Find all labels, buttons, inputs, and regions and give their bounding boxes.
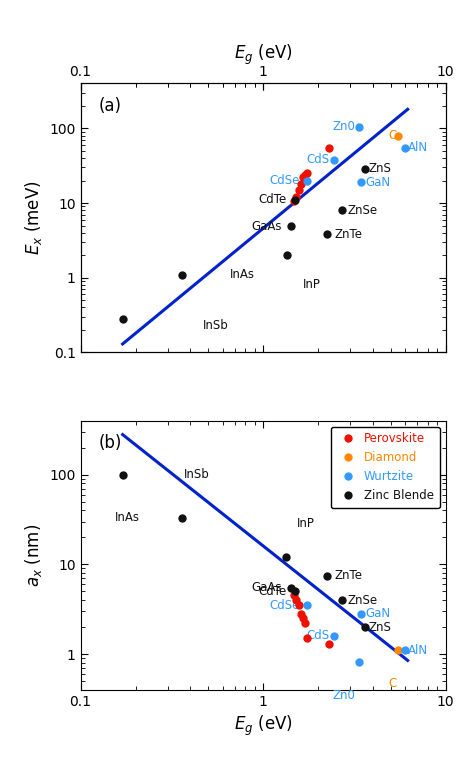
X-axis label: $E_g$ (eV): $E_g$ (eV): [234, 714, 292, 738]
Text: InP: InP: [297, 518, 315, 531]
Text: ZnTe: ZnTe: [334, 569, 362, 582]
Y-axis label: $E_x$ (meV): $E_x$ (meV): [23, 180, 44, 255]
Text: InAs: InAs: [230, 268, 255, 281]
Legend: Perovskite, Diamond, Wurtzite, Zinc Blende: Perovskite, Diamond, Wurtzite, Zinc Blen…: [331, 427, 440, 508]
Text: GaAs: GaAs: [252, 220, 282, 233]
Text: InAs: InAs: [114, 512, 139, 525]
Text: CdS: CdS: [306, 629, 329, 642]
Y-axis label: $a_x$ (nm): $a_x$ (nm): [23, 524, 44, 587]
Text: CdTe: CdTe: [258, 193, 286, 206]
Text: GaAs: GaAs: [252, 581, 282, 594]
Text: CdS: CdS: [306, 153, 329, 166]
Text: InSb: InSb: [184, 468, 210, 481]
Text: ZnTe: ZnTe: [334, 228, 362, 241]
X-axis label: $E_g$ (eV): $E_g$ (eV): [234, 42, 292, 67]
Text: Zn0: Zn0: [333, 689, 356, 702]
Text: CdSe: CdSe: [269, 599, 300, 612]
Text: (b): (b): [99, 434, 122, 452]
Text: ZnS: ZnS: [369, 162, 392, 175]
Text: C: C: [389, 129, 397, 142]
Text: Zn0: Zn0: [333, 121, 356, 133]
Text: GaN: GaN: [365, 176, 390, 189]
Text: ZnSe: ZnSe: [347, 594, 378, 606]
Text: CdTe: CdTe: [258, 585, 286, 598]
Text: InSb: InSb: [203, 319, 229, 332]
Text: CdSe: CdSe: [269, 174, 300, 187]
Text: C: C: [389, 678, 397, 691]
Text: GaN: GaN: [365, 607, 390, 621]
Text: AlN: AlN: [408, 644, 428, 657]
Text: InP: InP: [303, 277, 320, 290]
Text: AlN: AlN: [408, 141, 428, 154]
Text: ZnSe: ZnSe: [347, 204, 378, 217]
Text: ZnS: ZnS: [369, 621, 392, 634]
Text: (a): (a): [99, 97, 122, 114]
